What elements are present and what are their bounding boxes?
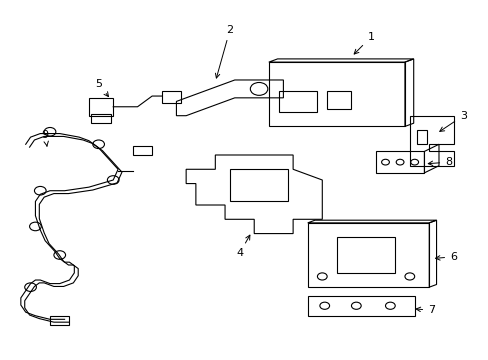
Bar — [132, 146, 152, 155]
Bar — [375, 152, 424, 173]
Text: 3: 3 — [439, 111, 466, 131]
Text: 6: 6 — [435, 252, 456, 262]
Bar — [307, 296, 414, 316]
Bar — [416, 130, 426, 144]
Text: 8: 8 — [427, 157, 451, 167]
Text: 9: 9 — [41, 130, 49, 146]
Bar — [50, 316, 69, 325]
Text: 1: 1 — [353, 32, 374, 54]
Bar — [229, 169, 287, 202]
Text: 2: 2 — [215, 25, 233, 78]
Bar — [336, 237, 394, 273]
Bar — [278, 91, 317, 112]
Text: 4: 4 — [236, 235, 249, 258]
Bar — [326, 91, 351, 109]
Bar — [162, 91, 181, 103]
Text: 7: 7 — [415, 305, 434, 315]
Bar — [89, 98, 113, 116]
Bar — [91, 114, 111, 123]
Text: 5: 5 — [95, 78, 108, 96]
